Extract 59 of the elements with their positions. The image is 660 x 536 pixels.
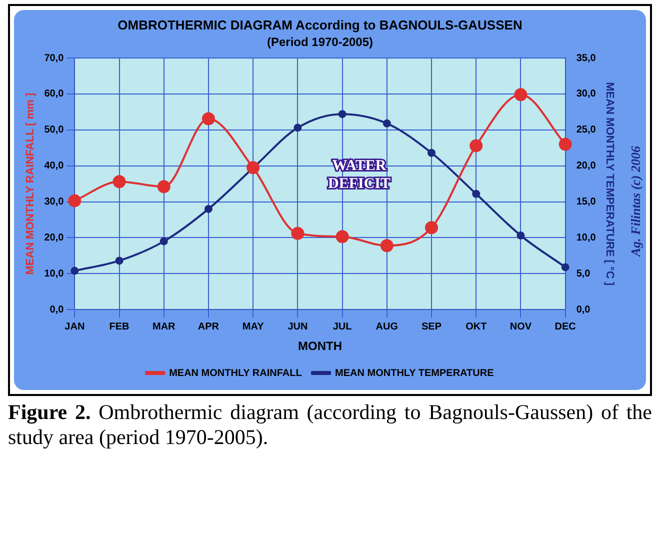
point <box>157 180 170 194</box>
x-tick-label: MAY <box>242 321 264 332</box>
y-tick-label: 40,0 <box>44 160 64 172</box>
y-axis-title: MEAN MONTHLY RAINFALL [ mm ] <box>24 92 37 275</box>
chart-subtitle: (Period 1970-2005) <box>266 35 374 50</box>
y-tick-label: 30,0 <box>44 196 64 208</box>
x-tick-label: APR <box>198 321 220 332</box>
chart-title: OMBROTHERMIC DIAGRAM According to BAGNOULS-GAUSSEN <box>118 17 522 32</box>
legend-label: MEAN MONTHLY RAINFALL <box>169 368 302 379</box>
x-tick-label: NOV <box>510 321 532 332</box>
point <box>202 112 215 126</box>
y2-axis-title: MEAN MONTHLY TEMPERATURE [ °C ] <box>603 82 616 286</box>
point <box>294 124 302 132</box>
point <box>246 161 260 174</box>
y-tick-label: 70,0 <box>44 52 64 64</box>
point <box>160 237 168 246</box>
point <box>514 88 528 102</box>
point <box>291 226 304 240</box>
point <box>470 139 483 152</box>
point <box>382 119 391 128</box>
y2-tick-label: 35,0 <box>576 52 596 64</box>
x-tick-label: JAN <box>64 321 85 332</box>
text: Ag. Filintas (c) 2006 <box>628 146 644 257</box>
point <box>338 110 346 118</box>
point <box>472 190 480 198</box>
point <box>428 148 436 157</box>
y2-tick-label: 20,0 <box>576 160 596 172</box>
point <box>112 175 126 188</box>
y-tick-label: 50,0 <box>44 124 64 136</box>
caption: Figure 2. Ombrothermic diagram (according to Bagnouls-Gaussen) of the study area (period 1970-2005). <box>7 399 653 451</box>
y2-tick-label: 5,0 <box>576 268 591 280</box>
x-tick-label: SEP <box>422 321 442 332</box>
point <box>115 256 124 265</box>
y2-tick-label: 10,0 <box>576 232 596 244</box>
point <box>516 232 525 240</box>
point <box>558 138 572 151</box>
point <box>425 221 438 234</box>
x-tick-label: FEB <box>109 321 130 332</box>
x-tick-label: OKT <box>466 321 487 332</box>
x-tick-label: JUL <box>332 321 352 332</box>
x-tick-label: DEC <box>554 321 576 332</box>
legend-label: MEAN MONTHLY TEMPERATURE <box>335 368 494 379</box>
x-tick-label: MAR <box>152 321 176 332</box>
point <box>336 230 349 244</box>
y2-tick-label: 25,0 <box>576 124 596 136</box>
point <box>70 266 79 275</box>
point <box>561 263 570 272</box>
point <box>380 239 394 252</box>
x-tick-label: JUN <box>288 321 308 332</box>
y-tick-label: 0,0 <box>50 304 64 316</box>
y-tick-label: 10,0 <box>44 268 64 280</box>
y2-tick-label: 0,0 <box>576 304 591 316</box>
point <box>204 204 212 213</box>
y2-tick-label: 15,0 <box>576 196 596 208</box>
y-tick-label: 60,0 <box>44 88 64 100</box>
x-axis-title: MONTH <box>298 339 342 354</box>
y-tick-label: 20,0 <box>44 232 64 244</box>
x-tick-label: AUG <box>376 321 398 332</box>
y2-tick-label: 30,0 <box>576 88 596 100</box>
